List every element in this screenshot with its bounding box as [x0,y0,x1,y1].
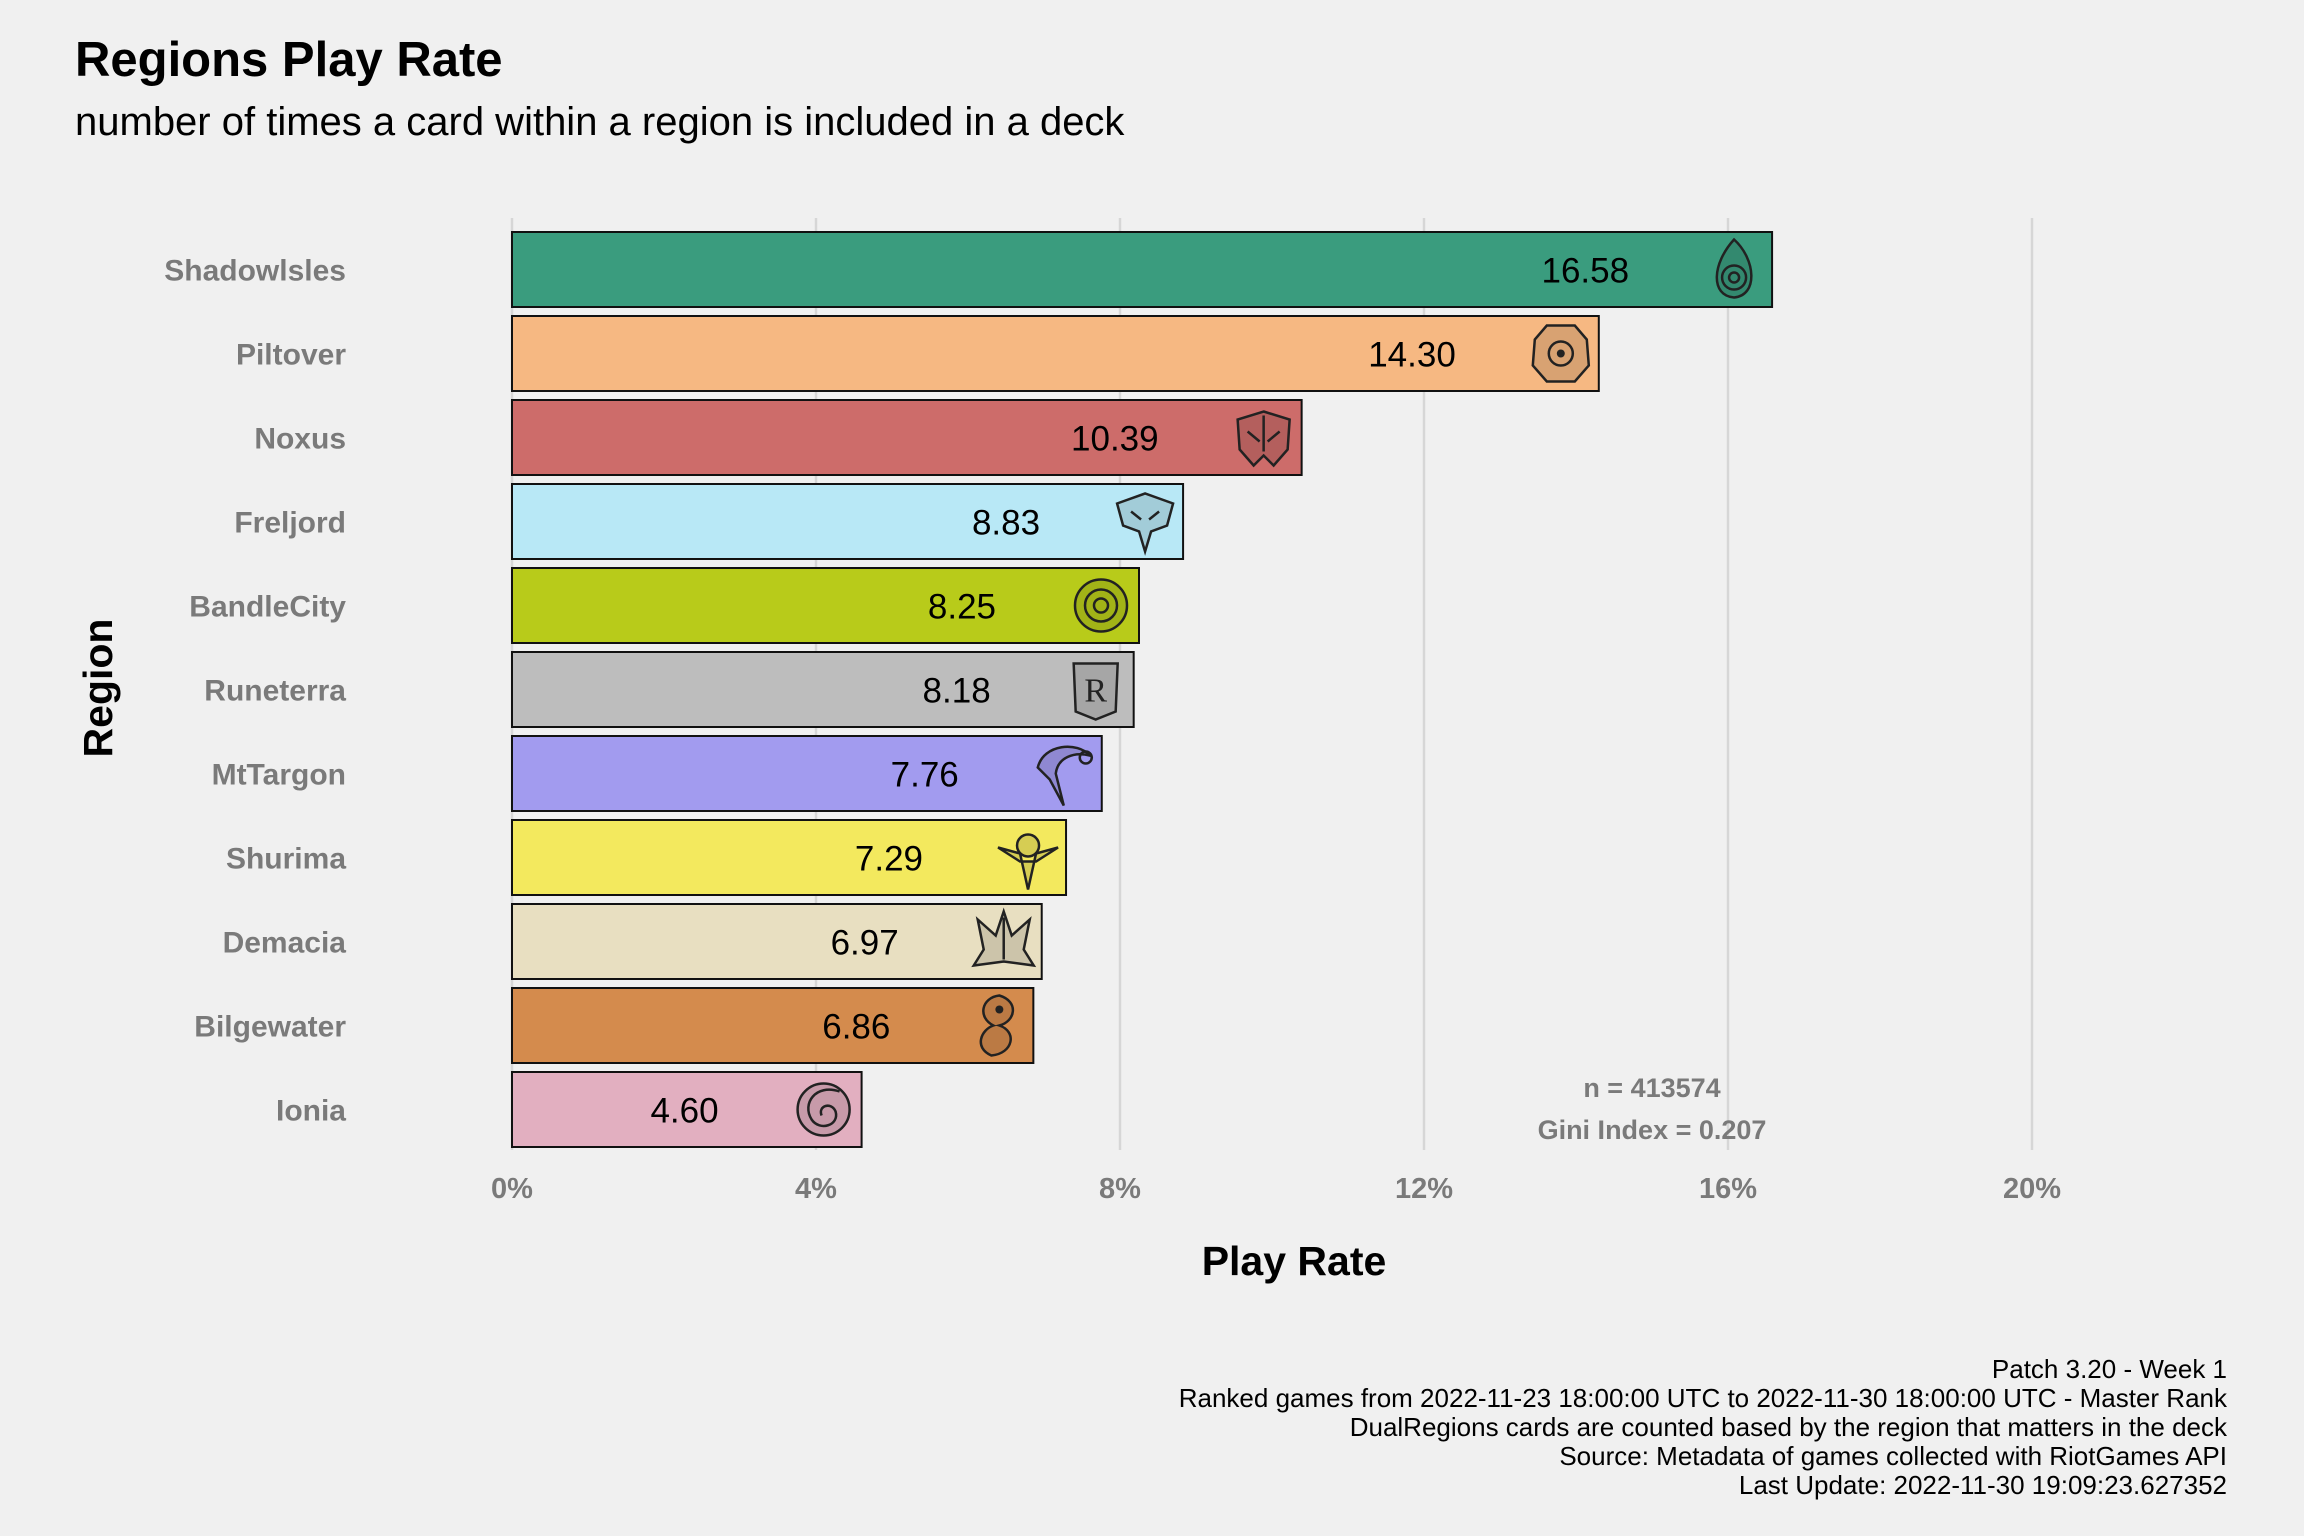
caption-line: Ranked games from 2022-11-23 18:00:00 UT… [1178,1383,2227,1413]
bandle-city-icon [1073,578,1129,633]
ionia-icon [796,1082,851,1137]
caption: Patch 3.20 - Week 1 Ranked games from 202… [1179,1355,2227,1500]
freljord-icon [1115,492,1175,556]
bar [511,567,1140,644]
y-tick-label: Shadowlsles [164,255,346,288]
x-tick-label: 0% [491,1173,533,1205]
value-label: 16.58 [1541,252,1629,291]
y-tick-label: MtTargon [212,759,346,792]
value-label: 6.97 [831,924,899,963]
shadow-isles-icon [1715,237,1753,299]
y-tick-label: Piltover [236,339,346,372]
y-tick-label: Demacia [223,927,347,960]
value-label: 8.18 [923,672,991,711]
x-tick-label: 20% [2003,1173,2061,1205]
chart-subtitle: number of times a card within a region i… [75,100,1125,144]
caption-line: Last Update: 2022-11-30 19:09:23.627352 [1738,1470,2227,1500]
x-tick-label: 12% [1395,1173,1453,1205]
x-tick-label: 4% [795,1173,837,1205]
bar [511,231,1774,308]
bilgewater-icon [979,994,1015,1057]
bar [511,987,1035,1064]
x-tick-label: 8% [1099,1173,1141,1205]
bar [511,903,1043,980]
value-label: 6.86 [822,1008,890,1047]
x-tick-label: 16% [1699,1173,1757,1205]
annotation: Gini Index = 0.207 [1538,1115,1767,1145]
demacia-icon [971,907,1037,968]
bars: 16.58 14.30 10.39 8.83 8.25 8.18 R 7.76 7.29 6.97… [511,231,1774,1148]
value-label: 8.25 [928,588,996,627]
caption-line: Source: Metadata of games collected with… [1559,1441,2227,1471]
value-label: 7.29 [855,840,923,879]
annotations: n = 413574 Gini Index = 0.207 [1538,1073,1767,1145]
y-tick-label: Ionia [276,1095,346,1128]
bar [511,399,1303,476]
y-tick-label: Bilgewater [194,1011,346,1044]
bar [511,735,1103,812]
chart-title: Regions Play Rate [75,33,503,87]
bar [511,819,1068,896]
value-label: 8.83 [972,504,1040,543]
y-tick-label: Shurima [226,843,346,876]
x-axis-ticks: 0% 4% 8% 12% 16% 20% [491,1173,2061,1205]
y-tick-label: Freljord [234,507,346,540]
value-label: 7.76 [891,756,959,795]
y-axis-ticks: Shadowlsles Piltover Noxus Freljord BandleCi… [164,255,346,1128]
shurima-icon [997,833,1059,890]
caption-line: Patch 3.20 - Week 1 [1991,1354,2227,1384]
bar [511,651,1135,728]
svg-text:R: R [1084,673,1107,710]
mt-targon-icon [1036,745,1094,807]
value-label: 14.30 [1368,336,1456,375]
y-tick-label: BandleCity [189,591,346,624]
x-axis-title: Play Rate [1202,1238,1387,1284]
annotation: n = 413574 [1583,1073,1720,1103]
caption-line: DualRegions cards are counted based by t… [1349,1412,2227,1442]
bar [511,483,1185,560]
runeterra-icon: R [1072,662,1119,721]
piltover-icon [1531,324,1591,383]
bar [511,315,1600,392]
value-label: 10.39 [1071,420,1159,459]
value-label: 4.60 [650,1092,718,1131]
y-axis-title: Region [75,619,121,758]
y-tick-label: Runeterra [204,675,346,708]
noxus-icon [1236,410,1291,468]
y-tick-label: Noxus [254,423,346,456]
